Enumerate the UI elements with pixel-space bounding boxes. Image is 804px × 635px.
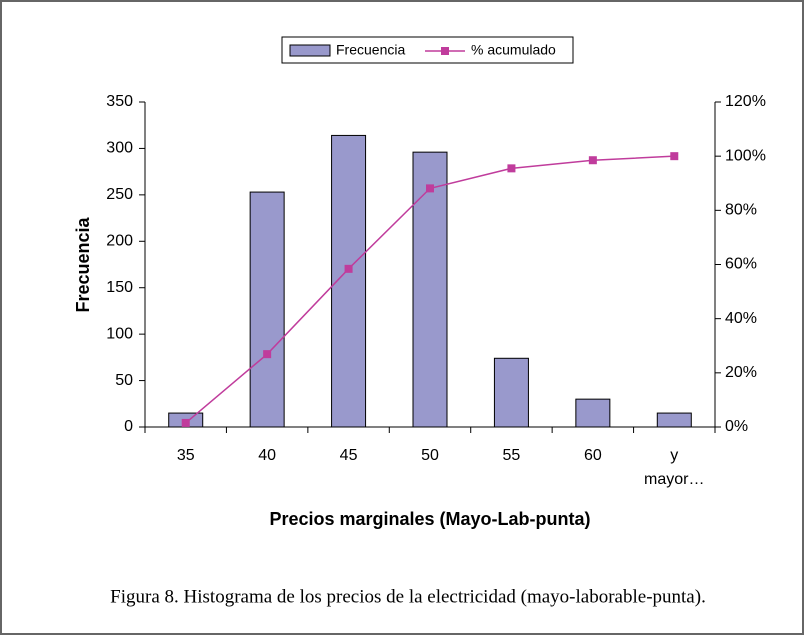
bar xyxy=(575,398,611,428)
x-tick-label: 35 xyxy=(177,447,195,464)
y2-tick-label: 60% xyxy=(725,256,757,273)
y-tick-label: 0 xyxy=(124,418,133,435)
y-tick-label: 200 xyxy=(106,233,133,250)
line-marker xyxy=(181,418,190,427)
x-tick-label: 50 xyxy=(421,447,439,464)
y2-tick-label: 0% xyxy=(725,418,748,435)
y-tick-label: 350 xyxy=(106,93,133,110)
x-tick-label: 40 xyxy=(258,447,276,464)
legend-label: % acumulado xyxy=(471,42,556,58)
caption: Figura 8. Histograma de los precios de l… xyxy=(110,586,706,607)
y2-tick-label: 40% xyxy=(725,310,757,327)
bar xyxy=(493,357,529,428)
bar xyxy=(412,151,448,428)
line-marker xyxy=(426,184,434,193)
y-tick-label: 100 xyxy=(106,325,133,342)
legend-label: Frecuencia xyxy=(336,42,405,58)
x-tick-label: y mayor… xyxy=(644,447,704,488)
line-marker xyxy=(263,350,272,359)
line-marker xyxy=(507,164,516,173)
x-tick-label: 45 xyxy=(340,447,358,464)
y2-tick-label: 80% xyxy=(725,202,757,219)
y-tick-label: 150 xyxy=(106,279,133,296)
y2-tick-label: 100% xyxy=(725,147,766,164)
line-marker xyxy=(588,156,597,165)
x-tick-label: 60 xyxy=(584,447,602,464)
y-tick-label: 50 xyxy=(115,372,133,389)
legend-swatch xyxy=(289,44,331,57)
y2-tick-label: 20% xyxy=(725,364,757,381)
x-axis-title: Precios marginales (Mayo-Lab-punta) xyxy=(269,509,590,529)
bar xyxy=(656,412,692,428)
y-tick-label: 300 xyxy=(106,140,133,157)
y2-tick-label: 120% xyxy=(725,93,766,110)
y-tick-label: 250 xyxy=(106,186,133,203)
legend-marker xyxy=(441,47,449,55)
line-marker xyxy=(344,264,353,273)
x-tick-label: 55 xyxy=(503,447,521,464)
y-axis-title: Frecuencia xyxy=(73,216,93,312)
line-marker xyxy=(670,152,679,161)
bar xyxy=(249,191,285,428)
